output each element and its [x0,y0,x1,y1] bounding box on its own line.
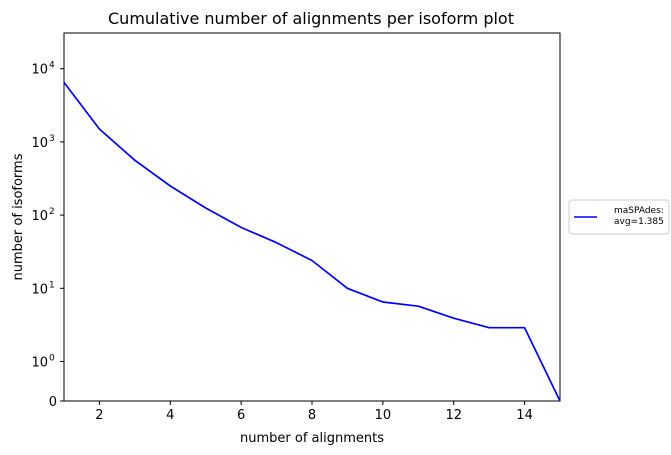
y-tick-exponent: 2 [49,207,55,217]
series-layer [63,81,561,402]
legend-box [568,199,670,235]
x-tick-label: 6 [237,408,245,423]
series-line [63,81,561,402]
x-tick-label: 8 [308,408,316,423]
x-tick-label: 4 [166,408,174,423]
chart-title: Cumulative number of alignments per isof… [108,9,514,28]
legend-series-avg: avg=1.385 [614,217,664,227]
y-axis-label: number of isoforms [11,153,26,280]
y-tick-label: 10 [31,282,48,297]
x-tick-label: 2 [95,408,103,423]
y-tick-exponent: 0 [49,354,55,364]
y-tick-exponent: 1 [49,280,55,290]
y-tick-label: 10 [31,209,48,224]
x-tick-label: 10 [375,408,392,423]
x-axis-ticks: 2 4 6 8 10 12 14 [95,401,533,423]
x-tick-label: 14 [516,408,533,423]
y-tick-exponent: 3 [49,134,55,144]
x-axis-label: number of alignments [240,431,384,446]
y-tick-exponent: 4 [49,61,55,71]
y-tick-label: 10 [31,63,48,78]
y-tick-label: 10 [31,356,48,371]
y-tick-label: 0 [49,395,57,410]
y-tick-label: 10 [31,136,48,151]
x-tick-label: 12 [445,408,462,423]
legend-series-name: maSPAdes: [614,206,664,216]
legend: maSPAdes: avg=1.385 [568,199,670,235]
